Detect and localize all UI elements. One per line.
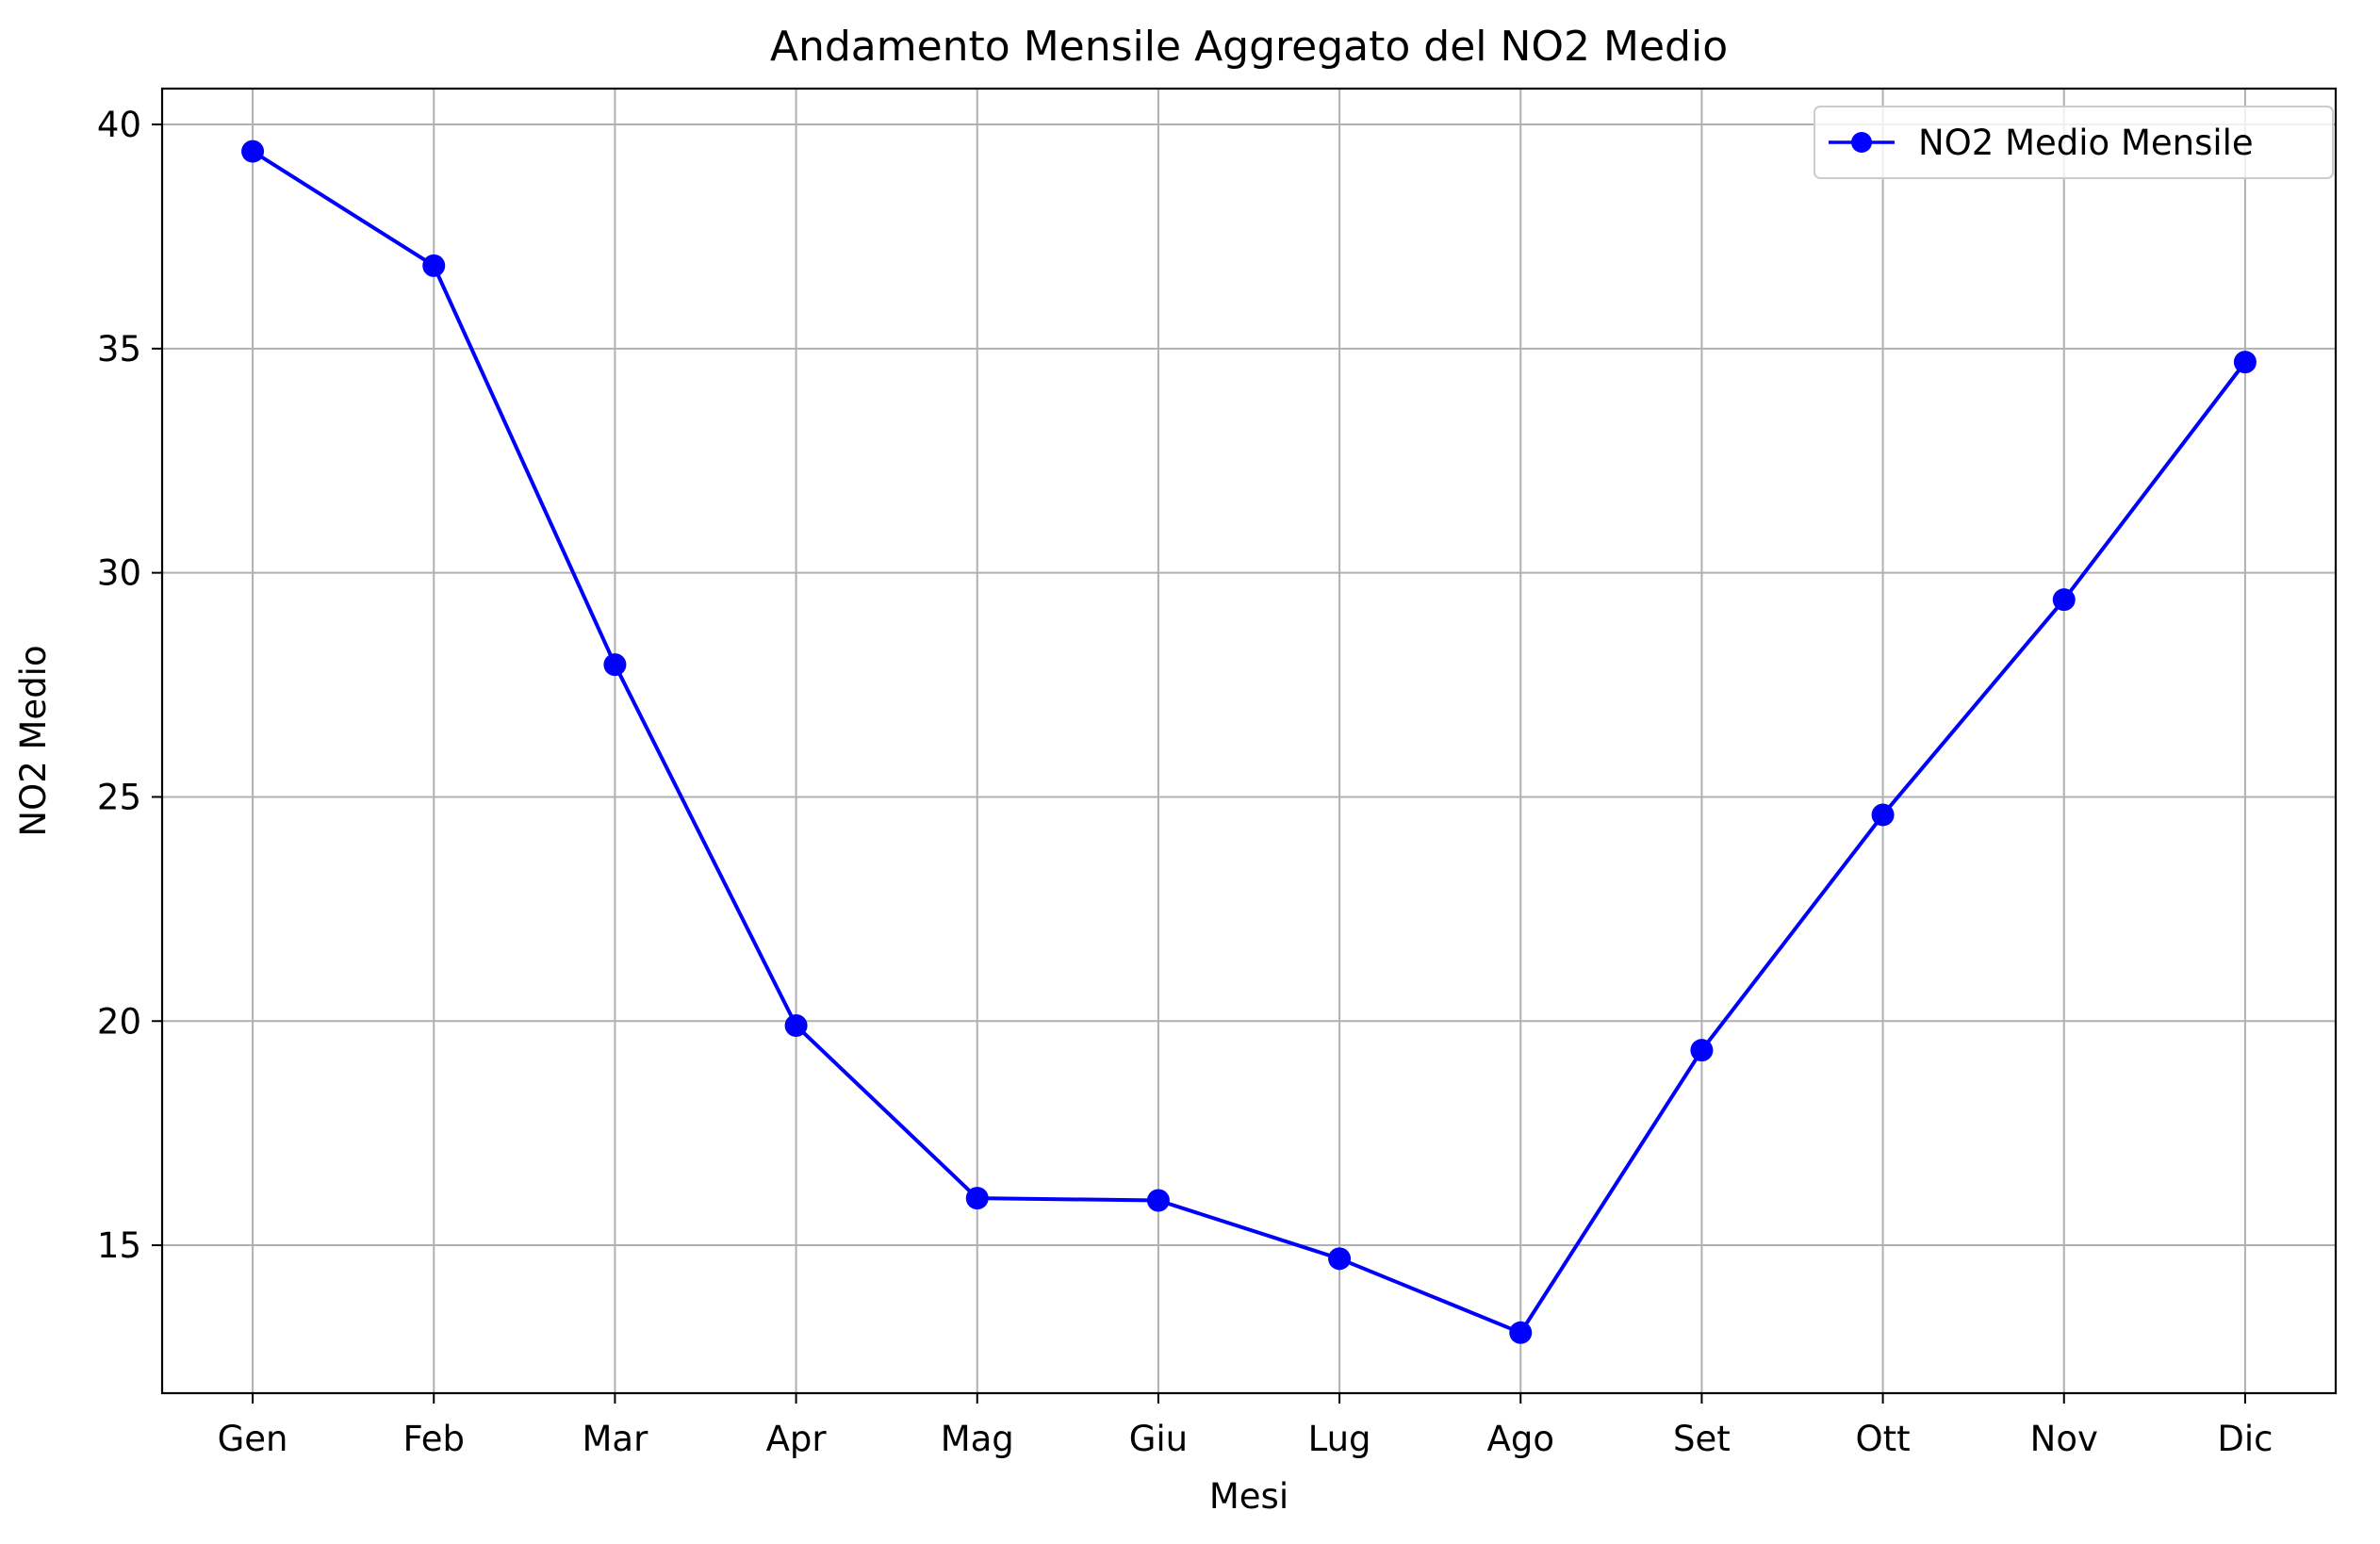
y-axis-label: NO2 Medio — [13, 645, 54, 836]
data-point — [1509, 1321, 1533, 1344]
legend: NO2 Medio Mensile — [1814, 106, 2334, 179]
x-tick-label: Dic — [2217, 1419, 2273, 1459]
x-tick-label: Mag — [941, 1419, 1014, 1459]
x-tick-label: Set — [1673, 1419, 1731, 1459]
data-point — [784, 1014, 808, 1038]
data-point — [965, 1187, 989, 1210]
data-point — [1871, 803, 1895, 827]
grid — [162, 89, 2336, 1393]
data-point — [1690, 1039, 1714, 1062]
legend-marker-swatch — [1851, 132, 1872, 153]
x-tick-label: Lug — [1308, 1419, 1371, 1459]
data-point — [422, 254, 446, 277]
x-axis-label: Mesi — [1209, 1476, 1288, 1517]
legend-box — [1814, 106, 2334, 179]
data-point — [603, 653, 627, 677]
x-tick-label: Nov — [2030, 1419, 2098, 1459]
series-line — [252, 149, 2247, 1335]
y-tick-label: 35 — [97, 329, 141, 370]
ticks: Gen Feb Mar Apr Mag Giu Lug Ago Set Ott Nov Dic 15 20… — [97, 105, 2273, 1459]
x-tick-label: Apr — [766, 1419, 828, 1459]
x-tick-label: Mar — [583, 1419, 649, 1459]
y-tick-label: 30 — [97, 553, 141, 594]
x-tick-label: Gen — [218, 1419, 288, 1459]
data-point — [1146, 1189, 1170, 1212]
x-tick-label: Ott — [1856, 1419, 1911, 1459]
x-tick-label: Ago — [1487, 1419, 1554, 1459]
data-point — [241, 140, 265, 163]
y-tick-label: 25 — [97, 777, 141, 817]
chart-title: Andamento Mensile Aggregato del NO2 Medi… — [770, 23, 1728, 71]
y-tick-label: 15 — [97, 1225, 141, 1266]
x-tick-label: Feb — [402, 1419, 465, 1459]
data-point — [1328, 1247, 1352, 1271]
data-point — [2052, 588, 2076, 612]
x-tick-label: Giu — [1129, 1419, 1188, 1459]
y-tick-label: 20 — [97, 1001, 141, 1042]
plot-frame — [160, 87, 2338, 1395]
series-layer — [241, 140, 2257, 1344]
data-point — [2233, 351, 2257, 374]
y-tick-label: 40 — [97, 105, 141, 145]
legend-label: NO2 Medio Mensile — [1918, 123, 2254, 163]
